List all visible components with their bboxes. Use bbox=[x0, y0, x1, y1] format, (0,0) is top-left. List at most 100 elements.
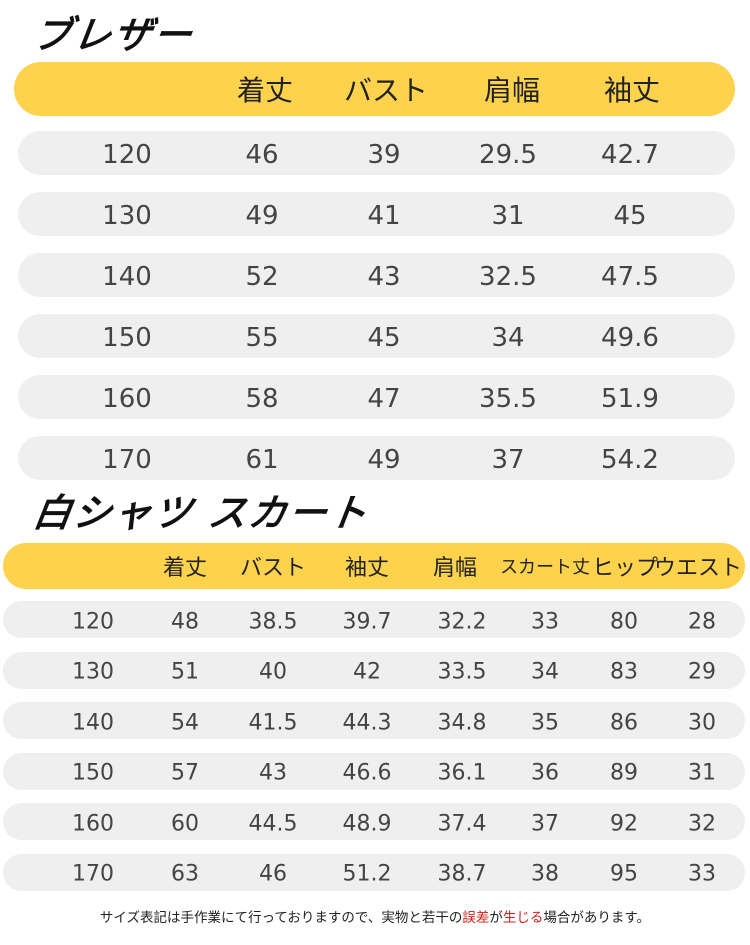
header-bar bbox=[3, 543, 745, 589]
cell-value: 43 bbox=[367, 262, 401, 292]
cell-value: 45 bbox=[613, 201, 647, 231]
column-header: スカート丈 bbox=[500, 557, 590, 578]
size-label: 120 bbox=[72, 609, 114, 634]
table-row bbox=[3, 803, 745, 840]
note-text: 誤差 bbox=[462, 910, 490, 926]
cell-value: 29 bbox=[688, 659, 716, 685]
size-label: 160 bbox=[72, 811, 114, 836]
note-text: サイズ表記は手作業にて行っておりますので、実物と若干の bbox=[99, 910, 463, 926]
cell-value: 47 bbox=[367, 384, 401, 414]
cell-value: 36 bbox=[531, 760, 559, 786]
cell-value: 54 bbox=[171, 710, 199, 735]
size-label: 140 bbox=[102, 262, 152, 292]
size-label: 150 bbox=[102, 323, 152, 353]
cell-value: 51 bbox=[171, 659, 199, 685]
cell-value: 49.6 bbox=[601, 323, 659, 353]
cell-value: 80 bbox=[610, 609, 638, 634]
cell-value: 38 bbox=[531, 861, 559, 887]
note-text: 場合があります。 bbox=[543, 910, 651, 926]
cell-value: 52 bbox=[245, 262, 279, 292]
cell-value: 46 bbox=[245, 140, 279, 170]
column-header: 肩幅 bbox=[483, 74, 541, 107]
cell-value: 39.7 bbox=[342, 609, 392, 634]
cell-value: 33 bbox=[688, 861, 716, 887]
cell-value: 39 bbox=[367, 140, 401, 170]
column-header: バスト bbox=[239, 556, 307, 581]
cell-value: 31 bbox=[688, 760, 716, 786]
cell-value: 44.5 bbox=[248, 811, 298, 836]
table-row bbox=[18, 131, 735, 175]
table-row bbox=[18, 314, 735, 358]
size-label: 170 bbox=[102, 445, 152, 475]
cell-value: 63 bbox=[171, 861, 199, 887]
cell-value: 38.7 bbox=[437, 861, 487, 887]
cell-value: 61 bbox=[245, 445, 279, 475]
cell-value: 37 bbox=[491, 445, 525, 475]
size-label: 170 bbox=[72, 861, 114, 887]
column-header: バスト bbox=[343, 74, 429, 107]
cell-value: 46.6 bbox=[342, 760, 392, 786]
cell-value: 29.5 bbox=[479, 140, 537, 170]
column-header: ウエスト bbox=[653, 556, 743, 581]
column-header: 袖丈 bbox=[603, 74, 661, 107]
cell-value: 86 bbox=[610, 710, 638, 735]
cell-value: 36.1 bbox=[437, 760, 487, 786]
column-header: ヒップ bbox=[591, 556, 659, 581]
cell-value: 46 bbox=[259, 861, 287, 887]
cell-value: 31 bbox=[491, 201, 525, 231]
cell-value: 55 bbox=[245, 323, 279, 353]
cell-value: 28 bbox=[688, 609, 716, 634]
table-title: ブレザー bbox=[30, 13, 197, 57]
cell-value: 45 bbox=[367, 323, 401, 353]
cell-value: 57 bbox=[171, 760, 199, 786]
cell-value: 33.5 bbox=[437, 659, 487, 685]
cell-value: 32 bbox=[688, 811, 716, 836]
note-text: 生じる bbox=[502, 910, 544, 926]
cell-value: 33 bbox=[531, 609, 559, 634]
cell-value: 60 bbox=[171, 811, 199, 836]
cell-value: 47.5 bbox=[601, 262, 659, 292]
column-header: 袖丈 bbox=[344, 556, 390, 581]
cell-value: 49 bbox=[245, 201, 279, 231]
size-label: 160 bbox=[102, 384, 152, 414]
size-label: 130 bbox=[102, 201, 152, 231]
cell-value: 38.5 bbox=[248, 609, 298, 634]
column-header: 肩幅 bbox=[432, 556, 478, 581]
cell-value: 51.2 bbox=[342, 861, 392, 887]
cell-value: 54.2 bbox=[601, 445, 659, 475]
cell-value: 37 bbox=[531, 811, 559, 836]
cell-value: 42 bbox=[353, 659, 381, 685]
cell-value: 48.9 bbox=[342, 811, 392, 836]
cell-value: 42.7 bbox=[601, 140, 659, 170]
cell-value: 34.8 bbox=[437, 710, 487, 735]
table-row bbox=[3, 752, 745, 790]
table-row bbox=[18, 375, 735, 419]
cell-value: 51.9 bbox=[601, 384, 659, 414]
cell-value: 37.4 bbox=[437, 811, 487, 836]
cell-value: 49 bbox=[367, 445, 401, 475]
cell-value: 92 bbox=[610, 811, 638, 836]
size-label: 120 bbox=[102, 140, 152, 170]
footnote: サイズ表記は手作業にて行っておりますので、実物と若干の誤差が生じる場合があります… bbox=[0, 906, 750, 926]
cell-value: 35.5 bbox=[479, 384, 537, 414]
size-label: 150 bbox=[72, 760, 114, 786]
cell-value: 83 bbox=[610, 659, 638, 685]
column-header: 着丈 bbox=[236, 74, 294, 107]
table-row bbox=[3, 702, 745, 739]
cell-value: 44.3 bbox=[342, 710, 392, 735]
table-title: 白シャツ スカート bbox=[30, 491, 372, 535]
table-row bbox=[3, 853, 745, 891]
table-row bbox=[3, 601, 745, 638]
cell-value: 40 bbox=[259, 659, 287, 685]
cell-value: 32.2 bbox=[437, 609, 487, 634]
cell-value: 34 bbox=[491, 323, 525, 353]
size-label: 140 bbox=[72, 710, 114, 735]
cell-value: 32.5 bbox=[479, 262, 537, 292]
column-header: 着丈 bbox=[162, 556, 208, 581]
cell-value: 43 bbox=[259, 760, 287, 786]
table-row bbox=[3, 651, 745, 689]
table-row bbox=[18, 253, 735, 297]
table-row bbox=[18, 436, 735, 480]
table-row bbox=[18, 192, 735, 236]
